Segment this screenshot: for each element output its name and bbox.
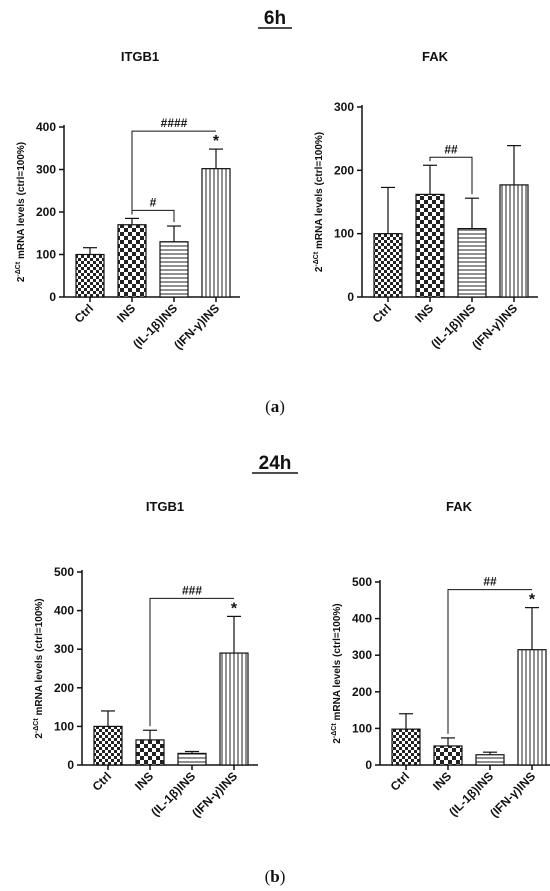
y-axis-label-text: mRNA levels (ctrl=100%) <box>332 603 343 723</box>
y-tick-label: 300 <box>54 642 74 656</box>
y-axis-label-exponent: -ΔCt <box>15 261 22 276</box>
bar <box>135 739 165 766</box>
y-tick-label: 0 <box>49 290 56 304</box>
x-tick-label: (IFN-γ)INS <box>171 301 222 352</box>
caption-a: (a) <box>265 397 285 416</box>
bar <box>433 745 463 766</box>
y-tick-label: 100 <box>352 721 372 735</box>
y-tick-label: 200 <box>36 205 56 219</box>
y-tick-label: 500 <box>352 575 372 589</box>
x-tick-label: INS <box>430 769 454 793</box>
bar <box>93 725 123 766</box>
y-tick-label: 100 <box>54 719 74 733</box>
y-axis-label-base: 2 <box>34 733 45 739</box>
significance-bracket-label: ### <box>182 583 202 597</box>
y-axis-label-base: 2 <box>332 738 343 744</box>
y-axis-label: 2-ΔCt mRNA levels (ctrl=100%) <box>33 598 45 738</box>
chart-24h-fak: FAK 2-ΔCt mRNA levels (ctrl=100%) 0 100 200 3… <box>331 499 550 820</box>
significance-bracket-label: ## <box>444 142 458 156</box>
caption-b: (b) <box>265 867 286 886</box>
y-tick-label: 200 <box>334 163 354 177</box>
chart-6h-itgb1: ITGB1 2-ΔCt mRNA levels (ctrl=100%) 0 100 20… <box>15 49 240 352</box>
chart-title: FAK <box>446 499 473 514</box>
significance-bracket <box>447 589 532 734</box>
bar <box>517 649 547 766</box>
chart-title: ITGB1 <box>146 499 184 514</box>
significance-bracket <box>149 597 234 727</box>
significance-star: * <box>231 600 238 617</box>
y-tick-label: 400 <box>36 120 56 134</box>
y-tick-label: 100 <box>36 248 56 262</box>
x-tick-label: (IFN-γ)INS <box>189 769 240 820</box>
chart-6h-fak: FAK 2-ΔCt mRNA levels (ctrl=100%) 0 100 200 3… <box>313 49 538 352</box>
x-tick-label: Ctrl <box>72 301 97 326</box>
bar <box>219 652 249 766</box>
bar <box>159 241 189 298</box>
y-axis-label: 2-ΔCt mRNA levels (ctrl=100%) <box>313 132 325 272</box>
y-tick-label: 400 <box>352 612 372 626</box>
y-tick-label: 200 <box>54 681 74 695</box>
significance-bracket-label: # <box>150 195 157 209</box>
x-tick-label: Ctrl <box>388 769 413 794</box>
significance-bracket <box>131 130 216 215</box>
bar <box>177 752 207 766</box>
bar <box>391 728 421 766</box>
y-tick-label: 500 <box>54 565 74 579</box>
significance-bracket-label: #### <box>161 116 188 130</box>
section-title-6h: 6h <box>264 8 286 29</box>
y-tick-label: 300 <box>334 100 354 114</box>
bar <box>201 168 231 298</box>
chart-title: FAK <box>422 49 449 64</box>
bar <box>415 193 445 298</box>
y-tick-label: 300 <box>352 648 372 662</box>
y-axis-label-base: 2 <box>16 276 27 282</box>
y-tick-label: 0 <box>347 290 354 304</box>
x-tick-label: Ctrl <box>370 301 395 326</box>
significance-bracket-label: ## <box>483 575 497 589</box>
y-axis-label-text: mRNA levels (ctrl=100%) <box>314 132 325 252</box>
bar <box>117 224 147 298</box>
bar <box>457 228 487 298</box>
x-tick-label: INS <box>114 301 138 325</box>
x-tick-label: (IFN-γ)INS <box>487 769 538 820</box>
y-tick-label: 0 <box>365 758 372 772</box>
y-tick-label: 100 <box>334 227 354 241</box>
x-tick-label: INS <box>132 769 156 793</box>
x-tick-label: (IFN-γ)INS <box>469 301 520 352</box>
y-axis-label-text: mRNA levels (ctrl=100%) <box>34 598 45 718</box>
significance-bracket <box>131 209 175 223</box>
chart-title: ITGB1 <box>121 49 159 64</box>
y-axis-label: 2-ΔCt mRNA levels (ctrl=100%) <box>15 142 27 282</box>
significance-bracket <box>429 156 473 195</box>
bar <box>475 754 505 766</box>
bar <box>373 233 403 298</box>
y-axis-label-text: mRNA levels (ctrl=100%) <box>16 142 27 262</box>
y-axis-label-base: 2 <box>314 266 325 272</box>
y-axis-label-exponent: -ΔCt <box>33 718 40 733</box>
y-tick-label: 400 <box>54 604 74 618</box>
y-axis-label-exponent: -ΔCt <box>313 251 320 266</box>
x-tick-label: INS <box>412 301 436 325</box>
chart-24h-itgb1: ITGB1 2-ΔCt mRNA levels (ctrl=100%) 0 100 20… <box>33 499 258 820</box>
bar <box>499 184 529 298</box>
y-axis-label: 2-ΔCt mRNA levels (ctrl=100%) <box>331 603 343 743</box>
x-tick-label: Ctrl <box>90 769 115 794</box>
section-title-24h: 24h <box>259 453 292 474</box>
y-axis-label-exponent: -ΔCt <box>331 723 338 738</box>
bar <box>75 253 105 298</box>
y-tick-label: 200 <box>352 685 372 699</box>
significance-star: * <box>213 133 220 150</box>
significance-star: * <box>529 592 536 609</box>
y-tick-label: 300 <box>36 163 56 177</box>
y-tick-label: 0 <box>67 758 74 772</box>
